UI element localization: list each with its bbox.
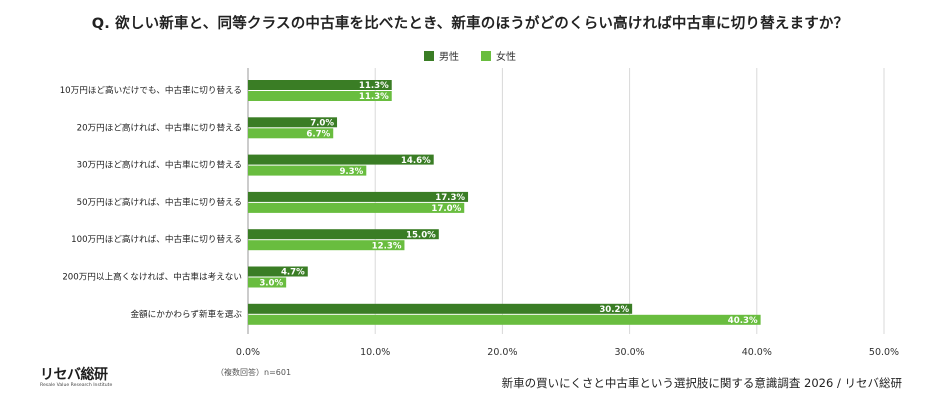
x-tick-label: 30.0%	[615, 347, 645, 358]
data-label: 30.2%	[599, 305, 629, 315]
data-label: 4.7%	[281, 268, 305, 278]
bar-female	[248, 202, 465, 213]
bar-male	[248, 229, 439, 240]
category-label: 金額にかかわらず新車を選ぶ	[130, 308, 242, 320]
bar-female	[248, 240, 405, 251]
bar-male	[248, 266, 308, 277]
category-label: 50万円ほど高ければ、中古車に切り替える	[77, 196, 242, 208]
x-tick-label: 50.0%	[869, 347, 899, 358]
data-label: 17.3%	[435, 193, 465, 203]
data-label: 17.0%	[431, 204, 461, 214]
bar-female	[248, 314, 761, 325]
data-label: 11.3%	[359, 92, 389, 102]
bar-male	[248, 303, 633, 314]
source-caption: 新車の買いにくさと中古車という選択肢に関する意識調査 2026 / リセバ総研	[501, 376, 902, 390]
legend-item-female: 女性	[481, 48, 516, 63]
bar-female	[248, 277, 287, 288]
bar-female	[248, 91, 392, 101]
logo: リセバ総研 Resale Value Research Institute	[40, 368, 116, 394]
bar-male	[248, 117, 338, 128]
logo-subtitle: Resale Value Research Institute	[40, 383, 113, 388]
chart-title: Q. 欲しい新車と、同等クラスの中古車を比べたとき、新車のほうがどのくらい高けれ…	[91, 16, 849, 32]
bar-female	[248, 128, 334, 139]
bar-female	[248, 165, 367, 176]
legend-label-female: 女性	[496, 52, 516, 63]
category-label: 30万円ほど高ければ、中古車に切り替える	[77, 159, 242, 171]
data-label: 3.0%	[259, 279, 283, 289]
category-label: 100万円ほど高ければ、中古車に切り替える	[71, 233, 242, 245]
legend-swatch-male	[424, 50, 434, 61]
legend-label-male: 男性	[439, 52, 459, 63]
data-label: 12.3%	[372, 241, 402, 251]
logo-text: リセバ総研	[40, 367, 108, 383]
x-tick-label: 0.0%	[236, 347, 260, 358]
category-label: 20万円ほど高ければ、中古車に切り替える	[77, 121, 242, 133]
bar-male	[248, 191, 469, 202]
legend: 男性 女性	[0, 48, 940, 63]
x-tick-label: 10.0%	[360, 347, 390, 358]
data-label: 40.3%	[728, 316, 758, 326]
data-label: 6.7%	[306, 130, 330, 140]
data-label: 15.0%	[406, 230, 436, 240]
footnote: （複数回答）n=601	[216, 368, 292, 377]
data-label: 9.3%	[339, 167, 363, 177]
category-label: 10万円ほど高いだけでも、中古車に切り替える	[60, 84, 242, 96]
x-tick-label: 20.0%	[487, 347, 517, 358]
x-tick-label: 40.0%	[742, 347, 772, 358]
data-label: 11.3%	[359, 81, 389, 91]
bar-male	[248, 154, 434, 165]
bar-male	[248, 80, 392, 90]
data-label: 7.0%	[310, 119, 334, 129]
category-label: 200万円以上高くなければ、中古車は考えない	[62, 271, 242, 283]
legend-swatch-female	[481, 50, 491, 61]
legend-item-male: 男性	[424, 48, 459, 63]
data-label: 14.6%	[401, 156, 431, 166]
